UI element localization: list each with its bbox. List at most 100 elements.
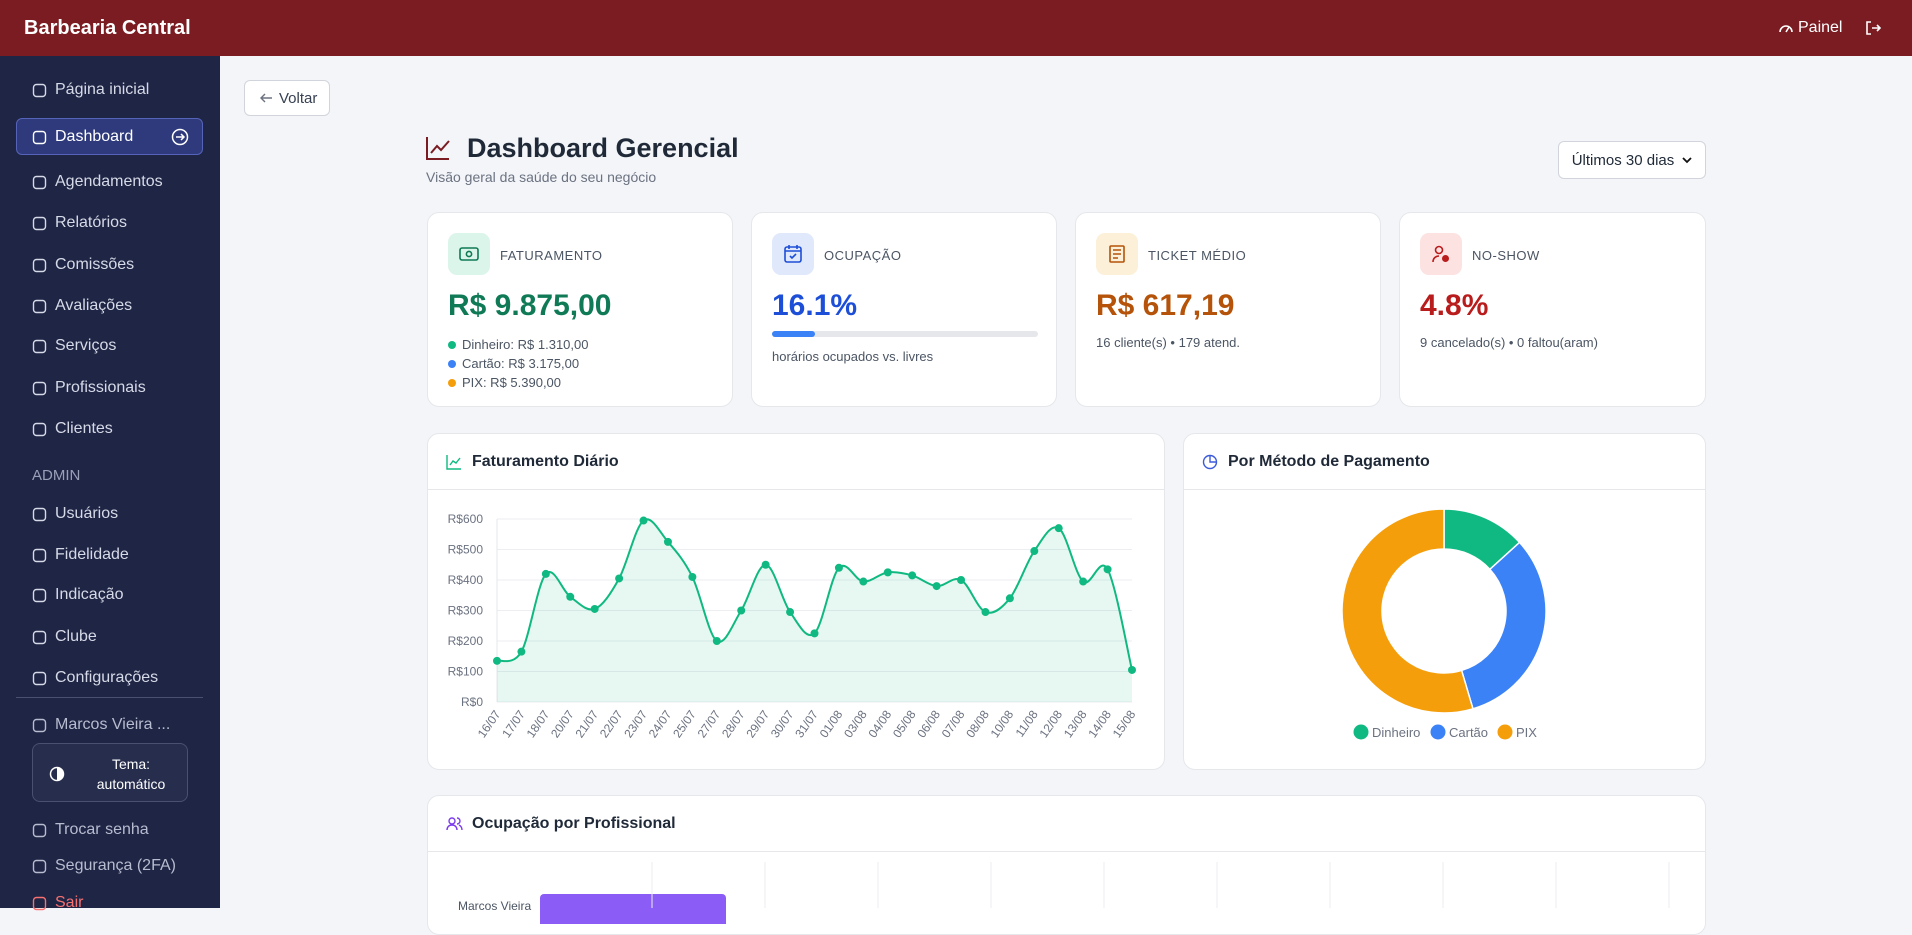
card-value: 16.1% <box>772 289 858 322</box>
card-note: horários ocupados vs. livres <box>772 349 934 364</box>
title-icon <box>426 137 450 160</box>
nav-label: Relatórios <box>55 214 128 231</box>
card-faturamento: FATURAMENTO R$ 9.875,00 Dinheiro: R$ 1.3… <box>427 212 733 407</box>
theme-button[interactable]: Tema: automático <box>32 743 188 802</box>
active-arrow <box>171 128 189 146</box>
sidebar: Tema: automático Página inicial Dashboard… <box>0 56 220 911</box>
nav-icon <box>32 859 47 873</box>
page-subtitle: Visão geral da saúde do seu negócio <box>426 169 657 185</box>
nav-item[interactable]: Usuários <box>16 496 203 532</box>
nav-item[interactable]: Avaliações <box>16 288 203 324</box>
nav-icon <box>32 422 47 436</box>
card-value: R$ 617,19 <box>1096 289 1235 322</box>
nav-label: Agendamentos <box>55 173 163 190</box>
card-value: 4.8% <box>1420 289 1489 322</box>
nav-item[interactable]: Clientes <box>16 411 203 447</box>
nav-label: Configurações <box>55 669 159 686</box>
nav-item[interactable]: Fidelidade <box>16 537 203 573</box>
nav-item[interactable]: Relatórios <box>16 205 203 241</box>
nav-label: Clientes <box>55 420 113 437</box>
nav-label: Usuários <box>55 505 119 522</box>
nav-item[interactable]: Marcos Vieira ... <box>16 707 203 743</box>
nav-icon <box>32 299 47 313</box>
panel-header: Ocupação por Profissional <box>428 796 1705 852</box>
nav-item[interactable]: Comissões <box>16 247 203 283</box>
nav-icon <box>32 823 47 837</box>
period-select[interactable]: Últimos 30 dias <box>1558 141 1706 179</box>
card-ocupacao: OCUPAÇÃO 16.1% horários ocupados vs. liv… <box>751 212 1057 407</box>
nav-item[interactable]: Serviços <box>16 328 203 364</box>
nav-icon <box>32 718 47 732</box>
nav-label: Fidelidade <box>55 546 129 563</box>
panel-header: Por Método de Pagamento <box>1184 434 1705 490</box>
payment-dot <box>448 378 456 387</box>
payment-text: Cartão: R$ 3.175,00 <box>462 356 580 371</box>
card-icon <box>772 233 814 275</box>
nav-icon <box>32 671 47 685</box>
payment-line: Dinheiro: R$ 1.310,00 <box>448 337 588 352</box>
payment-dot <box>448 359 456 368</box>
nav-icon <box>32 339 47 353</box>
card-label: NO-SHOW <box>1472 248 1540 263</box>
nav-icon <box>32 175 47 189</box>
nav-label: Página inicial <box>55 81 150 98</box>
nav-icon <box>32 381 47 395</box>
nav-item[interactable]: Segurança (2FA) <box>16 848 203 884</box>
nav-item[interactable]: Dashboard <box>16 119 203 155</box>
nav-icon <box>32 83 47 97</box>
payment-text: PIX: R$ 5.390,00 <box>462 375 562 390</box>
nav-item[interactable]: Clube <box>16 619 203 655</box>
nav-item[interactable]: Trocar senha <box>16 812 203 848</box>
professional-panel: Ocupação por Profissional Marcos Vieira <box>427 795 1706 935</box>
panel-title: Ocupação por Profissional <box>472 814 676 832</box>
payment-line: Cartão: R$ 3.175,00 <box>448 356 579 371</box>
payment-line: PIX: R$ 5.390,00 <box>448 375 561 390</box>
back-button[interactable]: Voltar <box>244 80 330 116</box>
painel-icon <box>1779 25 1793 33</box>
nav-label: Avaliações <box>55 297 133 314</box>
card-noshow: NO-SHOW 4.8% 9 cancelado(s) • 0 faltou(a… <box>1399 212 1706 407</box>
nav-icon <box>32 548 47 562</box>
select-caret <box>1682 156 1692 163</box>
nav-label: Trocar senha <box>55 821 149 838</box>
card-label: TICKET MÉDIO <box>1148 248 1247 263</box>
back-arrow <box>260 93 272 103</box>
card-note: 9 cancelado(s) • 0 faltou(aram) <box>1420 335 1598 350</box>
divider <box>16 697 203 698</box>
painel-link[interactable]: Painel <box>1798 19 1843 36</box>
card-note: 16 cliente(s) • 179 atend. <box>1096 335 1241 350</box>
nav-item[interactable]: Sair <box>16 885 203 921</box>
nav-icon <box>32 130 47 144</box>
nav-item[interactable]: Página inicial <box>16 72 203 108</box>
nav-item[interactable]: Configurações <box>16 660 203 696</box>
panel-title: Faturamento Diário <box>472 452 619 470</box>
nav-item[interactable]: Agendamentos <box>16 164 203 200</box>
payment-panel: Por Método de Pagamento <box>1183 433 1706 770</box>
card-value: R$ 9.875,00 <box>448 289 612 322</box>
theme-icon <box>49 766 65 782</box>
nav-icon <box>32 588 47 602</box>
card-ticket: TICKET MÉDIO R$ 617,19 16 cliente(s) • 1… <box>1075 212 1381 407</box>
card-icon <box>448 233 490 275</box>
card-label: FATURAMENTO <box>500 248 603 263</box>
payment-dot <box>448 340 456 349</box>
nav-icon <box>32 216 47 230</box>
daily-panel: Faturamento Diário <box>427 433 1165 770</box>
theme-label: Tema: automático <box>96 756 166 792</box>
nav-icon <box>32 896 47 910</box>
back-label: Voltar <box>279 89 318 107</box>
logout-icon[interactable] <box>1864 19 1882 37</box>
nav-icon <box>32 507 47 521</box>
progress-track <box>772 331 1038 337</box>
nav-item[interactable]: Indicação <box>16 577 203 613</box>
brand[interactable]: Barbearia Central <box>24 17 191 39</box>
bar <box>540 894 726 924</box>
page-title: Dashboard Gerencial <box>467 133 739 163</box>
top-bar: Barbearia Central Painel <box>0 0 1912 56</box>
payment-text: Dinheiro: R$ 1.310,00 <box>462 337 589 352</box>
card-label: OCUPAÇÃO <box>824 248 902 263</box>
panel-header: Faturamento Diário <box>428 434 1164 490</box>
nav-item[interactable]: Profissionais <box>16 370 203 406</box>
nav-label: Clube <box>55 628 97 645</box>
